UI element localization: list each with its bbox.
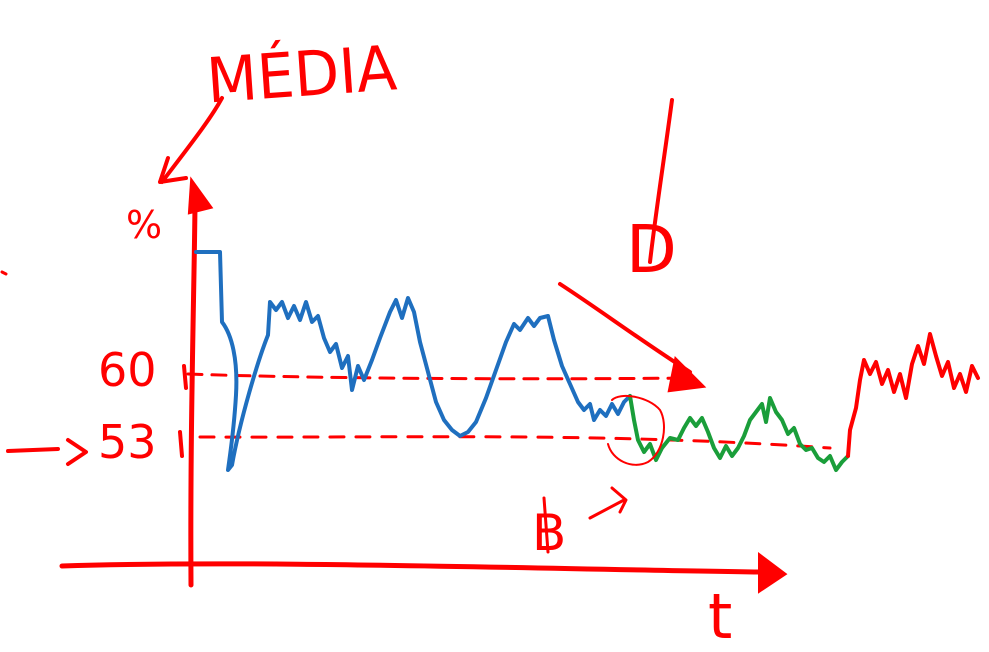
b-pointer-arrow [588, 486, 628, 520]
transition-arrowhead [667, 355, 707, 393]
transition-arrow [558, 282, 692, 374]
series-recovery-line [846, 332, 980, 458]
x-axis [59, 561, 763, 575]
x-axis-arrowhead [758, 552, 788, 594]
d-pointer-arrow [648, 98, 674, 264]
title-media: MÉDIA [204, 31, 399, 117]
stray-mark [0, 270, 8, 276]
y-axis [188, 202, 198, 588]
level-60-label: 60 [98, 343, 157, 397]
series-before-line [194, 250, 632, 472]
marker-d: D [626, 211, 677, 288]
level-53-tick [178, 430, 184, 458]
transition-circle [607, 394, 665, 466]
level-53-pointer-arrow [6, 438, 88, 466]
y-axis-arrowhead [187, 176, 214, 215]
level-60-tick [182, 364, 188, 390]
x-axis-label: t [708, 580, 732, 652]
marker-b: B [532, 504, 566, 562]
reference-line-53 [198, 435, 832, 450]
series-after-line [628, 394, 850, 472]
title-arrow [158, 96, 224, 184]
reference-line-60 [186, 372, 692, 381]
y-axis-label: % [126, 203, 162, 247]
marker-b-strike [542, 496, 550, 554]
level-53-label: 53 [98, 415, 157, 469]
